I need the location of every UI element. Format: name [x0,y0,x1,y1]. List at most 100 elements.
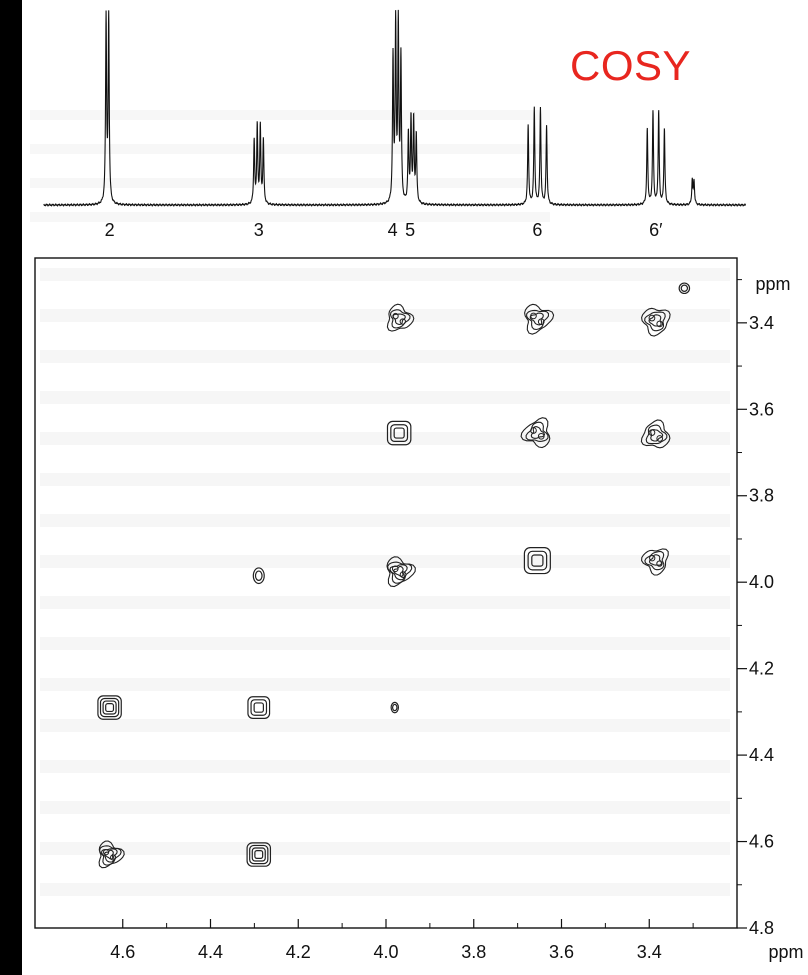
contour-ring [389,564,408,581]
y-tick-label: 4.6 [749,832,774,852]
contour-inner [537,432,545,440]
x-axis-label: ppm [768,942,803,962]
projection-label-4: 4 [388,220,398,240]
contour-ring [645,424,668,445]
contour-inner [530,427,537,434]
contour-ring [254,850,264,860]
texture-line [30,178,550,188]
texture-line [30,144,550,154]
cross-peak [246,842,272,867]
contour-ring [389,309,411,329]
texture-line [40,350,730,363]
y-tick-label: 3.6 [749,399,774,419]
texture-line [40,883,730,896]
contour-ring [390,701,400,714]
cross-peak [640,419,671,449]
y-tick-label: 4.8 [749,918,774,938]
contour-ring [246,842,272,867]
texture-line [40,268,730,281]
cross-peak [678,282,691,295]
contour-inner [656,320,664,328]
texture-line [40,391,730,404]
contour-ring [531,554,544,567]
contour-inner [656,560,663,567]
contour-ring [523,547,551,575]
chart-title: COSY [570,42,692,89]
contour-inner [110,854,117,861]
contour-ring [390,424,409,443]
cross-peak [98,840,125,869]
texture-line [40,678,730,691]
contour-ring [254,570,263,581]
contour-inner [656,435,664,442]
contour-inner [648,314,656,322]
contour-ring [251,847,266,862]
contour-ring [678,282,691,295]
texture-line [40,473,730,486]
contour-ring [393,427,405,439]
contour-ring [98,840,125,869]
contour-ring [250,699,268,716]
contour-ring [391,703,398,712]
contour-inner [537,318,545,326]
contour-ring [520,417,551,449]
cross-peak [97,695,122,720]
texture-line [40,637,730,650]
cross-peak [520,417,551,449]
contour-ring [253,702,264,713]
texture-line [40,760,730,773]
contour-ring [99,697,120,718]
contour-inner [399,318,406,325]
cross-peak [524,303,555,335]
x-tick-label: 3.8 [461,942,486,962]
texture-line [40,309,730,322]
x-tick-label: 4.4 [198,942,223,962]
x-tick-label: 4.2 [286,942,311,962]
contour-ring [97,695,122,720]
contour-ring [386,303,415,332]
contour-ring [526,309,550,331]
contour-ring [648,554,663,566]
contour-ring [525,421,549,442]
cross-peak [523,547,551,575]
texture-line [40,719,730,732]
projection-label-2: 2 [105,220,115,240]
contour-inner [399,571,407,578]
y-tick-label: 4.2 [749,659,774,679]
cross-peaks [97,282,691,869]
contour-ring [249,844,269,865]
contour-ring [387,561,413,584]
contour-inner [530,312,537,320]
y-tick-label: 4.4 [749,745,774,765]
projection-trace [43,9,747,207]
contour-ring [102,700,117,715]
contour-ring [644,311,666,332]
y-tick-label: 3.4 [749,313,774,333]
projection-labels: 2 3 4 5 6 6′ [105,220,664,240]
y-tick-label: 3.8 [749,486,774,506]
x-axis: 4.6 4.4 4.2 4.0 3.8 3.6 3.4 ppm [110,919,804,962]
contour-ring [648,314,662,327]
texture-line [40,514,730,527]
contour-inner [648,429,656,436]
contour-ring [644,551,665,571]
projection-label-5: 5 [405,220,415,240]
projection-spectrum [43,9,747,207]
projection-label-6: 6 [532,220,542,240]
cross-peak [386,556,416,588]
texture-line [40,555,730,568]
texture-line [40,596,730,609]
cross-peak [641,307,671,337]
cross-peak [386,420,412,446]
y-axis-label: ppm [755,274,790,294]
x-tick-label: 3.6 [549,942,574,962]
contour-inner [103,849,110,856]
contour-ring [641,548,669,576]
contour-inner [391,565,399,573]
x-tick-label: 4.6 [110,942,135,962]
contour-ring [105,703,115,713]
contour-ring [101,848,118,863]
contour-ring [386,420,412,446]
